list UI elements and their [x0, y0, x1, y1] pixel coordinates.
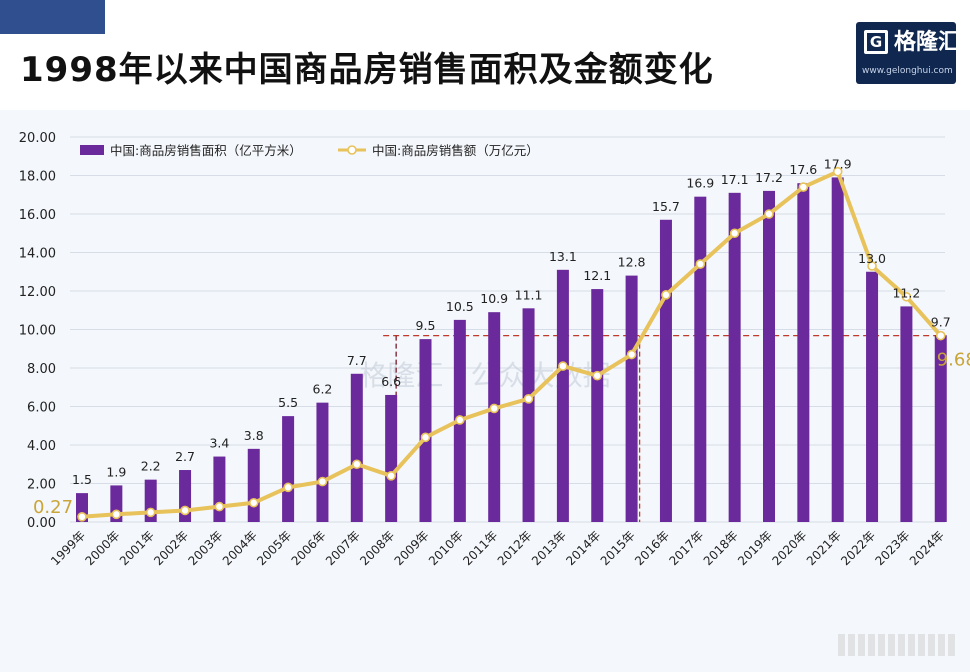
bar-data-label: 3.8 [244, 428, 264, 443]
bar-data-label: 12.8 [618, 255, 646, 270]
line-point [214, 501, 225, 512]
line-point [455, 415, 465, 425]
bar [419, 339, 432, 522]
line-point [77, 512, 87, 522]
line-point [867, 261, 877, 271]
logo-name: 格隆汇 [894, 30, 956, 55]
line-point [592, 370, 603, 381]
bar [213, 456, 226, 522]
gelonghui-logo: G 格隆汇 www.gelonghui.com [856, 22, 956, 84]
bar-data-label: 1.9 [106, 464, 126, 479]
bar [488, 312, 501, 522]
line-point [351, 459, 362, 470]
bar [831, 177, 844, 523]
y-tick-label: 10.00 [19, 324, 56, 339]
line-point [695, 259, 706, 269]
bar-data-label: 17.1 [721, 172, 749, 187]
line-point [386, 470, 396, 481]
bar [316, 402, 329, 522]
y-tick-label: 14.00 [19, 247, 56, 262]
bar [385, 394, 398, 522]
line-point [111, 509, 122, 520]
y-tick-label: 8.00 [27, 362, 56, 377]
sales-chart: 0.00 2.00 4.00 6.00 8.00 10.00 12.00 14.00 16.00… [0, 110, 970, 672]
line-point [661, 290, 671, 300]
legend-line-marker [347, 145, 357, 155]
bar-data-label: 10.9 [480, 291, 508, 306]
corner-tab [0, 0, 105, 34]
y-tick-label: 18.00 [19, 170, 56, 185]
line-annotation: 0.27 [33, 497, 73, 518]
y-tick-label: 16.00 [19, 208, 56, 223]
bar [763, 190, 775, 522]
y-tick-label: 6.00 [27, 401, 56, 416]
bar-data-label: 17.6 [789, 162, 817, 177]
logo-url: www.gelonghui.com [862, 66, 953, 76]
bar-data-label: 2.7 [175, 449, 195, 464]
line-point [523, 393, 534, 404]
bar [728, 192, 741, 522]
bar-data-label: 17.2 [755, 170, 783, 185]
line-point [901, 291, 912, 302]
y-tick-label: 2.00 [27, 478, 56, 493]
bar-data-label: 1.5 [72, 472, 92, 487]
line-point [145, 507, 156, 518]
line-series [81, 169, 943, 519]
bar-data-label: 7.7 [347, 353, 367, 368]
chart-title: 1998年以来中国商品房销售面积及金额变化 [20, 50, 714, 90]
legend-bar-label: 中国:商品房销售面积（亿平方米） [110, 143, 302, 158]
bar-data-label: 12.1 [583, 268, 611, 283]
page-scroll-indicator [838, 634, 956, 656]
line-point [935, 330, 946, 341]
bar-data-label: 5.5 [278, 395, 298, 410]
line-point [764, 209, 774, 219]
bar [247, 448, 260, 522]
line-point [248, 497, 259, 508]
line-point [420, 432, 431, 443]
bar-data-label: 13.1 [549, 249, 577, 264]
bar [797, 183, 810, 522]
bar-data-label: 11.1 [515, 287, 543, 302]
line-point [729, 228, 740, 239]
bar-data-label: 3.4 [209, 436, 229, 451]
bar [694, 196, 707, 523]
bar-data-label: 6.2 [313, 382, 333, 397]
bar [659, 219, 672, 522]
line-annotation: 9.68 [937, 350, 970, 371]
bar [625, 275, 638, 522]
y-tick-label: 12.00 [19, 285, 56, 300]
bar [900, 306, 913, 522]
bar-data-label: 6.6 [381, 374, 401, 389]
bar [934, 335, 947, 522]
bar [282, 416, 295, 522]
line-point [798, 182, 809, 192]
bar [350, 373, 363, 522]
legend-bar-swatch [80, 145, 104, 155]
legend-line-label: 中国:商品房销售额（万亿元） [372, 143, 539, 158]
bar-data-label: 13.0 [858, 251, 886, 266]
bar [522, 308, 535, 522]
line-point [626, 349, 637, 360]
bar-data-label: 11.2 [892, 285, 920, 300]
y-tick-label: 20.00 [19, 131, 56, 146]
bar-data-label: 9.7 [931, 314, 951, 329]
line-point [317, 476, 328, 487]
line-point [180, 505, 190, 516]
y-tick-label: 0.00 [27, 516, 56, 531]
bar-data-label: 17.9 [824, 156, 852, 171]
bar [866, 271, 879, 522]
logo-g-icon: G [864, 30, 888, 54]
line-point [558, 361, 568, 371]
line-point [832, 166, 843, 177]
bar-data-label: 16.9 [686, 176, 714, 191]
bar [591, 289, 604, 522]
y-tick-label: 4.00 [27, 439, 56, 454]
line-point [489, 403, 500, 414]
bar-data-label: 15.7 [652, 199, 680, 214]
bar [556, 269, 569, 522]
line-point [283, 482, 293, 493]
bar-data-label: 2.2 [141, 459, 161, 474]
bar-data-label: 10.5 [446, 299, 474, 314]
bar-data-label: 9.5 [416, 318, 436, 333]
